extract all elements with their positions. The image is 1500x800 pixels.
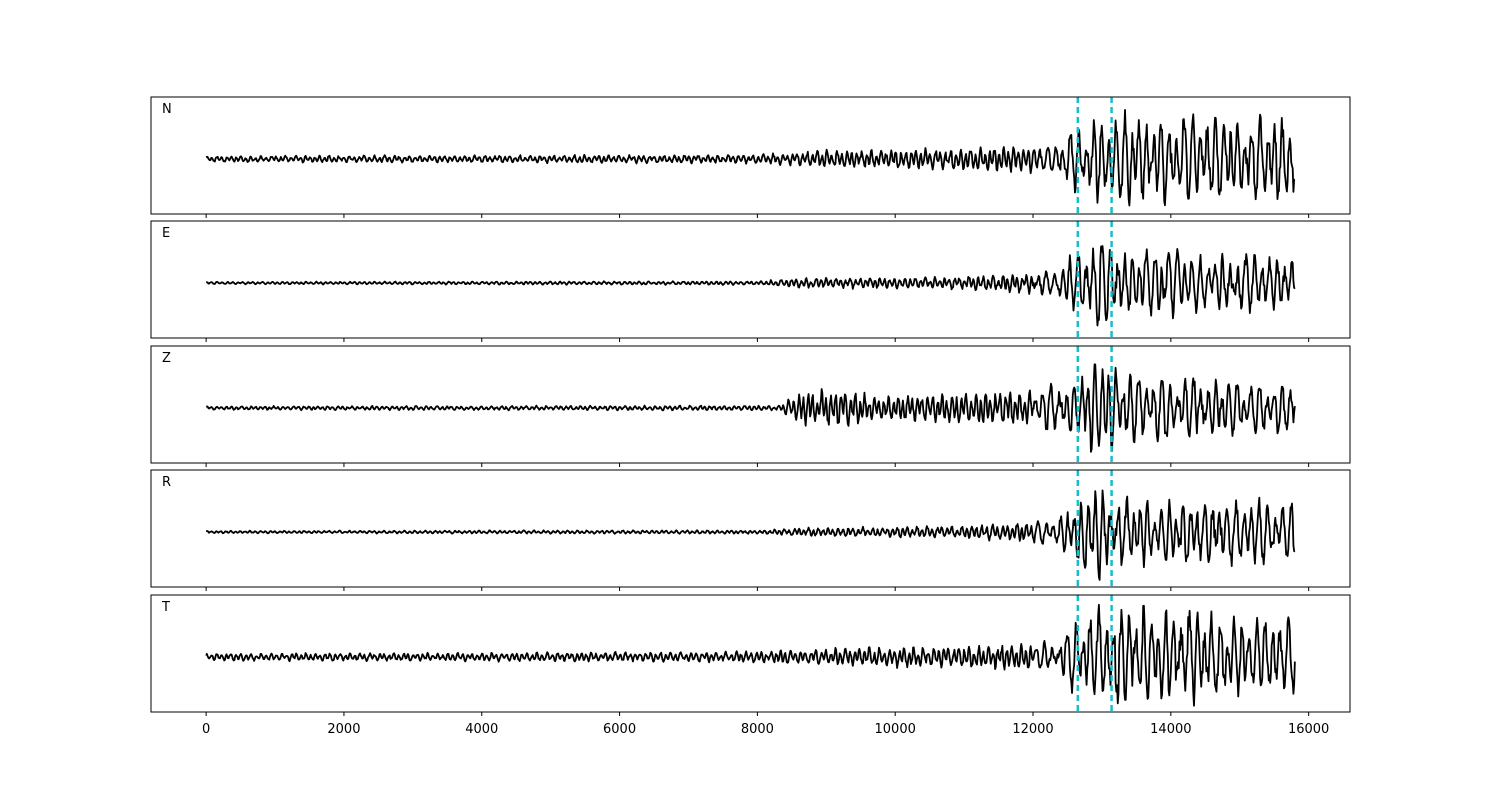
panel-frame xyxy=(150,220,1351,339)
panels: N E Z R T xyxy=(150,96,1351,716)
panel-n: N xyxy=(150,96,1351,218)
panel-frame xyxy=(150,469,1351,588)
waveform-n xyxy=(205,108,1296,207)
x-tick-label: 14000 xyxy=(1150,722,1191,737)
panel-e: E xyxy=(150,220,1351,342)
panel-frame xyxy=(150,96,1351,215)
component-label: Z xyxy=(162,351,171,366)
x-tick-label: 12000 xyxy=(1012,722,1053,737)
waveform-z xyxy=(205,363,1296,453)
x-tick-label: 16000 xyxy=(1288,722,1329,737)
x-tick-label: 8000 xyxy=(741,722,774,737)
component-label: E xyxy=(162,226,170,241)
panel-frame xyxy=(150,594,1351,713)
panel-t: T xyxy=(150,594,1351,716)
component-label: N xyxy=(162,102,172,117)
panel-r: R xyxy=(150,469,1351,591)
x-tick-label: 10000 xyxy=(875,722,916,737)
x-axis: 0 2000 4000 6000 8000 10000 12000 14000 16000 xyxy=(202,722,1329,737)
panel-frame xyxy=(150,345,1351,464)
component-label: R xyxy=(162,475,171,490)
x-tick-label: 0 xyxy=(202,722,210,737)
x-tick-label: 6000 xyxy=(603,722,636,737)
x-tick-label: 4000 xyxy=(465,722,498,737)
component-label: T xyxy=(161,600,170,615)
waveform-r xyxy=(205,489,1296,581)
x-tick-label: 2000 xyxy=(327,722,360,737)
waveform-t xyxy=(205,603,1296,707)
panel-z: Z xyxy=(150,345,1351,467)
waveform-e xyxy=(205,245,1296,327)
